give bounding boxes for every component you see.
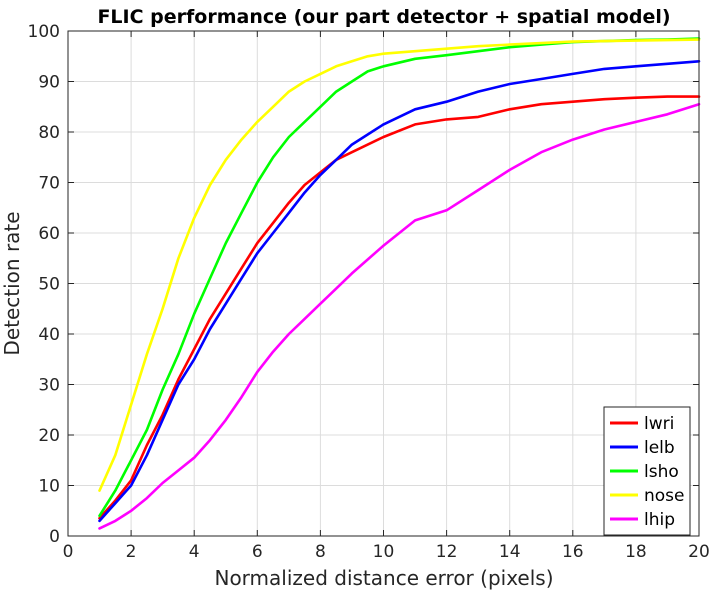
y-tick-label: 100	[28, 22, 60, 42]
series-line-lelb	[98, 59, 701, 523]
y-tick-label: 30	[38, 376, 60, 396]
x-tick-label: 6	[252, 542, 263, 562]
y-tick-label: 50	[38, 275, 60, 295]
series-line-lhip	[98, 102, 701, 530]
axis-ticks: 0 2 4 6 8 10 12 14 16 18 20 0 10 20 30 40 50 60 70 80 90 100	[28, 22, 710, 562]
series-line-nose	[98, 38, 701, 492]
x-tick-label: 16	[562, 542, 584, 562]
y-tick-label: 40	[38, 325, 60, 345]
x-tick-label: 0	[63, 542, 74, 562]
y-tick-label: 80	[38, 123, 60, 143]
legend-label-nose: nose	[644, 486, 685, 506]
y-axis-label: Detection rate	[0, 211, 24, 355]
x-tick-label: 4	[189, 542, 200, 562]
legend: lwri lelb lsho nose lhip	[603, 406, 691, 536]
x-tick-label: 14	[499, 542, 521, 562]
x-tick-label: 12	[436, 542, 458, 562]
x-tick-label: 20	[688, 542, 710, 562]
legend-label-lhip: lhip	[644, 510, 675, 530]
legend-label-lwri: lwri	[644, 414, 674, 434]
y-tick-label: 20	[38, 426, 60, 446]
y-tick-label: 60	[38, 224, 60, 244]
x-axis-label: Normalized distance error (pixels)	[214, 566, 553, 590]
x-tick-label: 10	[373, 542, 395, 562]
x-tick-label: 8	[315, 542, 326, 562]
legend-label-lelb: lelb	[644, 438, 675, 458]
y-tick-label: 70	[38, 174, 60, 194]
y-tick-label: 10	[38, 477, 60, 497]
y-tick-label: 90	[38, 73, 60, 93]
legend-label-lsho: lsho	[644, 462, 679, 482]
series-lines	[98, 37, 701, 530]
y-tick-label: 0	[49, 527, 60, 547]
chart-title: FLIC performance (our part detector + sp…	[97, 6, 670, 28]
x-tick-label: 2	[126, 542, 137, 562]
series-line-lwri	[98, 95, 701, 520]
x-tick-label: 18	[625, 542, 647, 562]
